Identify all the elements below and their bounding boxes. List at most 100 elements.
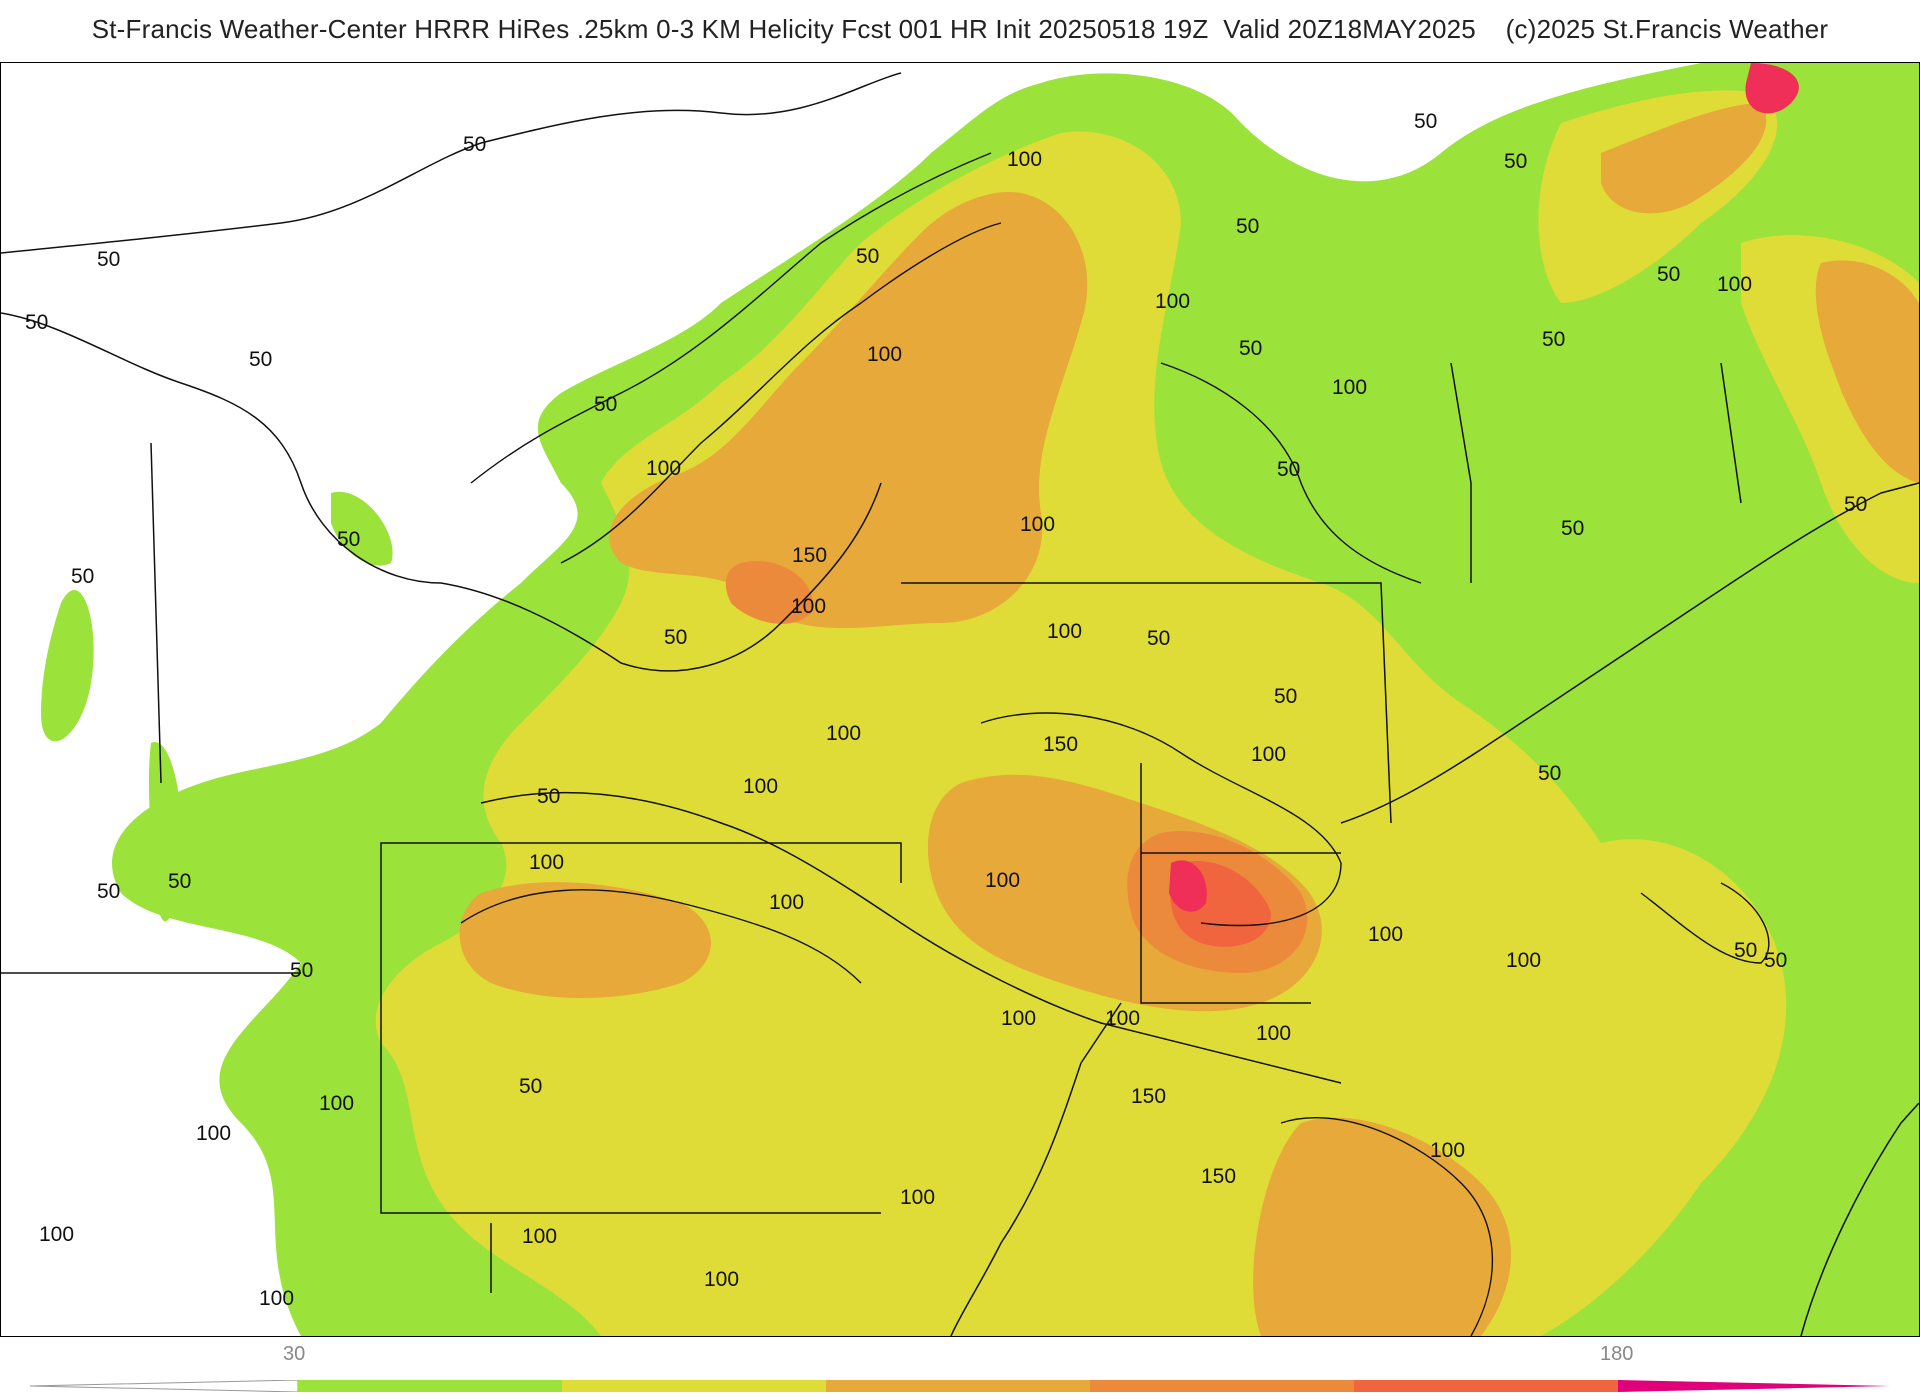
- contour-label: 100: [319, 1092, 354, 1115]
- colorbar-segment-150: [1354, 1380, 1618, 1392]
- contour-label: 100: [867, 343, 902, 366]
- helicity-fill-layer: [41, 63, 1919, 1336]
- helicity-map: 50 50 50 50 50 50 50 50 50 50 50 50 50 5…: [1, 63, 1919, 1336]
- contour-label: 50: [856, 245, 879, 268]
- contour-label: 50: [463, 133, 486, 156]
- colorbar-segment-120: [1090, 1380, 1354, 1392]
- contour-label: 100: [259, 1287, 294, 1310]
- contour-label: 100: [1001, 1007, 1036, 1030]
- contour-label: 150: [1131, 1085, 1166, 1108]
- contour-100: [460, 889, 862, 984]
- coastline: [950, 1062, 1082, 1336]
- coastline: [1, 312, 882, 672]
- contour-label: 100: [1256, 1022, 1291, 1045]
- colorbar-segment-90: [826, 1380, 1090, 1392]
- contour-label: 50: [1274, 685, 1297, 708]
- contour-label: 100: [769, 891, 804, 914]
- state-border: [1140, 763, 1311, 1004]
- coastline: [1800, 1102, 1919, 1336]
- contour-label: 50: [1561, 517, 1584, 540]
- helicity-band-30: [148, 742, 182, 922]
- coastline: [1340, 482, 1919, 824]
- coastline: [1, 72, 902, 254]
- contour-label: 50: [97, 880, 120, 903]
- contour-label: 100: [529, 851, 564, 874]
- state-border: [150, 442, 162, 784]
- contour-label: 50: [664, 626, 687, 649]
- contour-label: 100: [1506, 949, 1541, 972]
- contour-label: 50: [537, 785, 560, 808]
- contour-label: 100: [522, 1225, 557, 1248]
- helicity-band-90: [1815, 260, 1919, 483]
- contour-label: 50: [1764, 949, 1787, 972]
- contour-label: 100: [900, 1186, 935, 1209]
- contour-label: 100: [1020, 513, 1055, 536]
- contour-label: 50: [1734, 939, 1757, 962]
- contour-label: 100: [1047, 620, 1082, 643]
- contour-label: 50: [97, 248, 120, 271]
- state-border: [1720, 362, 1742, 504]
- contour-label: 50: [1844, 493, 1867, 516]
- contour-label: 150: [792, 544, 827, 567]
- contour-label: 100: [743, 775, 778, 798]
- colorbar-under-triangle: [30, 1380, 299, 1392]
- contour-label: 50: [1236, 215, 1259, 238]
- contour-label: 100: [704, 1268, 739, 1291]
- coastline: [480, 791, 1342, 1084]
- contour-label: 50: [1239, 337, 1262, 360]
- contour-label: 100: [826, 722, 861, 745]
- contour-100: [560, 222, 1002, 564]
- contour-label: 100: [1251, 743, 1286, 766]
- contour-label: 100: [1155, 290, 1190, 313]
- contour-label: 50: [71, 565, 94, 588]
- contour-label: 50: [1542, 328, 1565, 351]
- contour-50: [470, 152, 992, 484]
- contour-label: 50: [337, 528, 360, 551]
- colorbar: [30, 1380, 1890, 1392]
- contour-label: 150: [1043, 733, 1078, 756]
- helicity-band-90: [1253, 1117, 1511, 1336]
- state-border: [1080, 1002, 1122, 1064]
- helicity-contours: [460, 152, 1770, 1336]
- contour-labels: 50 50 50 50 50 50 50 50 50 50 50 50 50 5…: [25, 110, 1867, 1310]
- helicity-band-30: [331, 491, 393, 566]
- contour-label: 50: [519, 1075, 542, 1098]
- contour-label: 100: [1105, 1007, 1140, 1030]
- contour-label: 100: [39, 1223, 74, 1246]
- contour-label: 100: [1007, 148, 1042, 171]
- state-border: [380, 842, 902, 943]
- colorbar-segment-30: [298, 1380, 562, 1392]
- helicity-band-60: [375, 131, 1787, 1336]
- contour-label: 50: [1147, 627, 1170, 650]
- contour-label: 50: [249, 348, 272, 371]
- helicity-band-90: [1601, 103, 1767, 214]
- contour-50: [1160, 362, 1422, 584]
- contour-label: 50: [290, 959, 313, 982]
- contour-label: 50: [1657, 263, 1680, 286]
- contour-100: [1280, 1117, 1493, 1336]
- state-border: [1450, 362, 1472, 583]
- contour-label: 100: [791, 595, 826, 618]
- map-title: St-Francis Weather-Center HRRR HiRes .25…: [91, 14, 1829, 44]
- contour-label: 50: [25, 311, 48, 334]
- state-border: [901, 582, 1392, 824]
- contour-label: 100: [1368, 923, 1403, 946]
- colorbar-over-triangle: [1618, 1380, 1890, 1392]
- contour-label: 100: [1430, 1139, 1465, 1162]
- contour-label: 50: [1414, 110, 1437, 133]
- colorbar-label-high: 180: [1600, 1343, 1634, 1365]
- contour-label: 50: [1538, 762, 1561, 785]
- contour-label: 150: [1201, 1165, 1236, 1188]
- contour-label: 50: [1277, 458, 1300, 481]
- contour-label: 50: [594, 393, 617, 416]
- helicity-band-30: [41, 590, 94, 742]
- contour-label: 50: [1504, 150, 1527, 173]
- contour-label: 100: [985, 869, 1020, 892]
- contour-label: 50: [168, 870, 191, 893]
- colorbar-label-low: 30: [283, 1343, 306, 1365]
- helicity-band-90: [459, 882, 711, 998]
- helicity-band-180: [1745, 63, 1799, 114]
- helicity-band-180: [1169, 860, 1207, 912]
- contour-label: 100: [1332, 376, 1367, 399]
- helicity-band-90: [609, 192, 1088, 628]
